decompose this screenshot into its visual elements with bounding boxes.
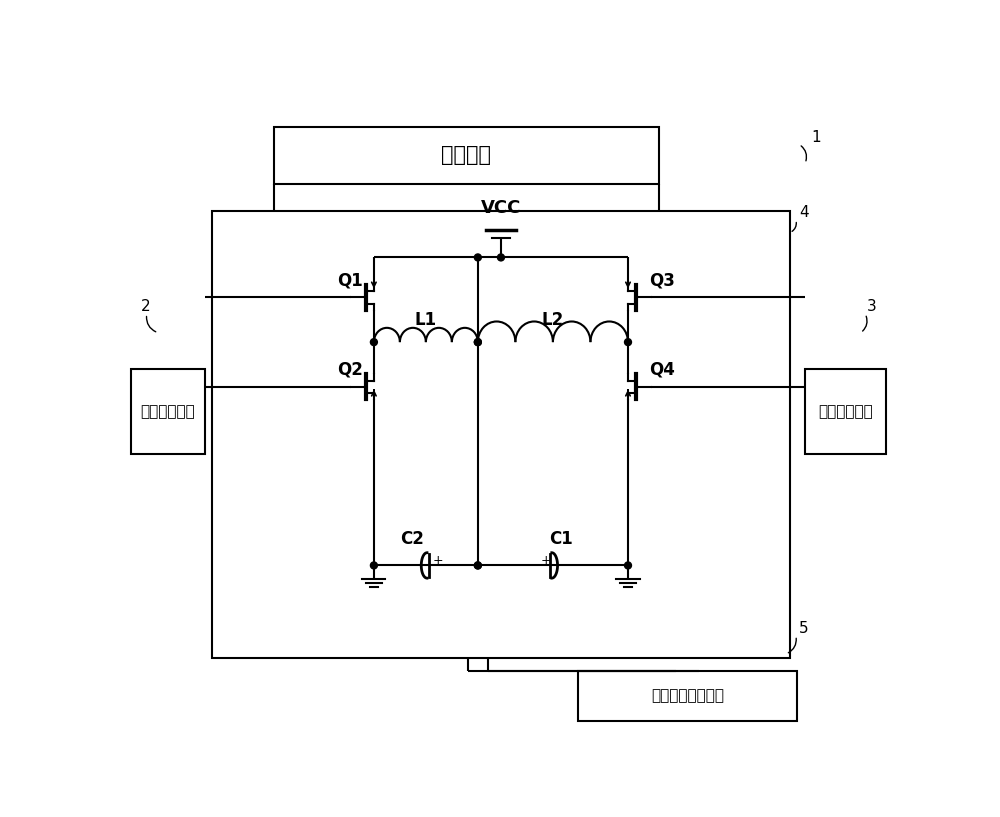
- Text: 3: 3: [867, 299, 876, 315]
- Text: 第二控制端口: 第二控制端口: [818, 404, 873, 419]
- Circle shape: [497, 254, 504, 261]
- Text: L1: L1: [415, 311, 437, 329]
- Text: Q2: Q2: [337, 361, 363, 379]
- Text: 4: 4: [799, 205, 809, 221]
- Text: Q4: Q4: [650, 361, 675, 379]
- Text: 5: 5: [799, 621, 809, 636]
- Text: C2: C2: [400, 530, 424, 548]
- Circle shape: [474, 562, 481, 569]
- Circle shape: [625, 562, 631, 569]
- Circle shape: [474, 339, 481, 346]
- Text: 2: 2: [141, 299, 151, 315]
- Circle shape: [474, 339, 481, 346]
- Text: 控制模块: 控制模块: [441, 145, 491, 165]
- Text: Q3: Q3: [650, 271, 675, 289]
- Text: VCC: VCC: [481, 199, 521, 217]
- Circle shape: [625, 339, 631, 346]
- Circle shape: [370, 339, 377, 346]
- Text: L2: L2: [542, 311, 564, 329]
- Text: +: +: [433, 554, 443, 566]
- Circle shape: [474, 254, 481, 261]
- Circle shape: [474, 562, 481, 569]
- Circle shape: [370, 562, 377, 569]
- Bar: [212, 212, 790, 658]
- Bar: [274, 127, 659, 185]
- Bar: [578, 671, 797, 721]
- Bar: [805, 369, 886, 453]
- Text: 第一控制端口: 第一控制端口: [141, 404, 195, 419]
- Text: Q1: Q1: [337, 271, 363, 289]
- Text: 1: 1: [811, 130, 821, 145]
- Text: +: +: [541, 554, 551, 566]
- Bar: [131, 369, 205, 453]
- Text: 调光总线控制端口: 调光总线控制端口: [651, 689, 724, 703]
- Text: C1: C1: [549, 530, 572, 548]
